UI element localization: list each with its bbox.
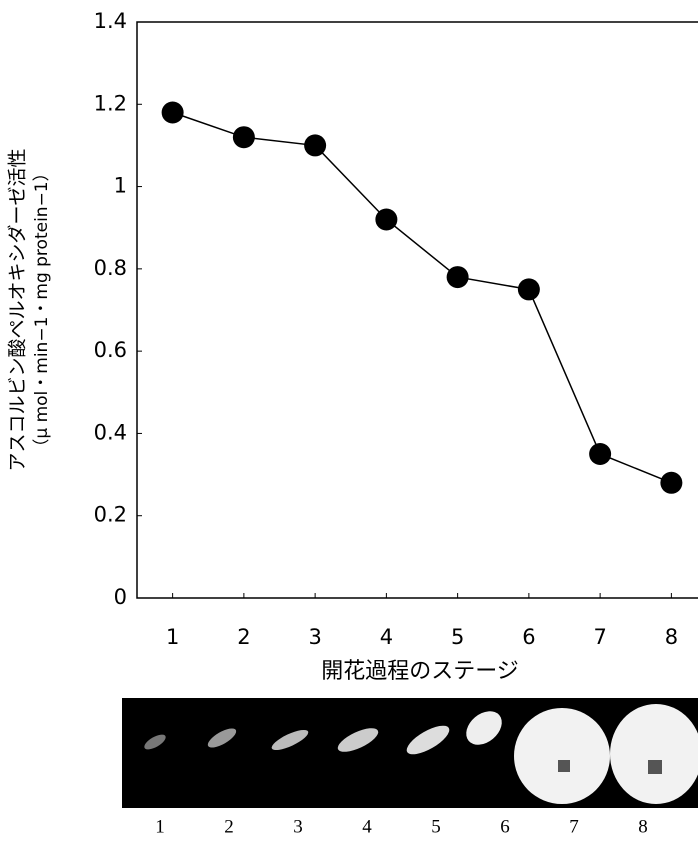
x-axis-label: 開花過程のステージ bbox=[321, 659, 519, 684]
data-point bbox=[161, 101, 184, 124]
x-tick-label: 1 bbox=[166, 625, 179, 649]
data-point bbox=[517, 278, 540, 301]
x-tick-label: 3 bbox=[308, 625, 321, 649]
y-tick-label: 1.2 bbox=[94, 91, 127, 115]
y-axis-label-group: アスコルビン酸ペルオキシダーゼ活性 （μ mol・min−1・mg protei… bbox=[7, 148, 53, 471]
x-tick-label: 8 bbox=[665, 625, 678, 649]
photo-label: 4 bbox=[362, 816, 372, 837]
y-tick-label: 0.2 bbox=[94, 503, 127, 527]
y-axis-label: アスコルビン酸ペルオキシダーゼ活性 bbox=[7, 148, 29, 471]
x-tick-label: 7 bbox=[593, 625, 606, 649]
data-point bbox=[446, 266, 469, 289]
photo-label: 5 bbox=[431, 816, 441, 837]
photo-label: 6 bbox=[500, 816, 510, 837]
y-axis-unit: （μ mol・min−1・mg protein−1） bbox=[32, 164, 52, 455]
y-tick-label: 0.4 bbox=[94, 420, 127, 444]
y-tick-label: 1 bbox=[114, 174, 127, 198]
photo-label: 8 bbox=[638, 816, 648, 837]
photo-label: 7 bbox=[569, 816, 579, 837]
y-tick-label: 0.6 bbox=[94, 338, 127, 362]
y-tick-label: 0.8 bbox=[94, 256, 127, 280]
flower-shapes bbox=[144, 704, 698, 804]
data-point bbox=[232, 126, 255, 149]
photo-label: 2 bbox=[224, 816, 234, 837]
data-point bbox=[660, 471, 683, 494]
y-tick-label: 1.4 bbox=[94, 9, 127, 33]
series-line bbox=[172, 111, 672, 484]
x-tick-label: 5 bbox=[451, 625, 464, 649]
data-point bbox=[375, 208, 398, 231]
y-tick-label: 0 bbox=[114, 585, 127, 609]
data-point bbox=[589, 443, 612, 465]
x-tick-label: 2 bbox=[237, 625, 250, 649]
data-point bbox=[304, 134, 327, 157]
photo-label: 3 bbox=[293, 816, 303, 837]
x-tick-label: 4 bbox=[380, 625, 393, 649]
plot-frame bbox=[136, 21, 698, 599]
x-tick-label: 6 bbox=[522, 625, 535, 649]
photo-label: 1 bbox=[155, 816, 165, 837]
